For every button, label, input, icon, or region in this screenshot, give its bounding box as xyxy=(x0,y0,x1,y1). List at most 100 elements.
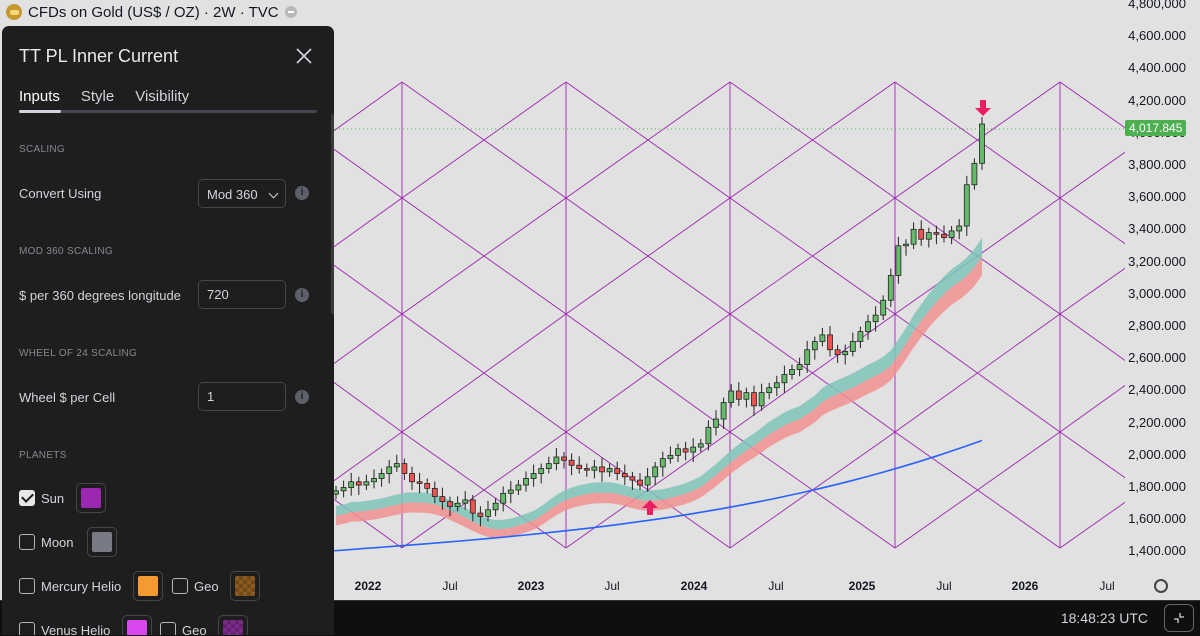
active-tab-indicator xyxy=(19,110,61,113)
candle-body xyxy=(621,473,628,478)
candle-body xyxy=(644,476,651,486)
candle-body xyxy=(963,184,970,227)
price-tick-label: 2,800.000 xyxy=(1128,318,1186,333)
convert-using-select[interactable]: Mod 360 xyxy=(198,179,286,208)
sun-color-swatch[interactable] xyxy=(76,483,106,513)
time-tick-label: Jul xyxy=(604,579,620,593)
candle-body xyxy=(599,466,605,473)
candle-body xyxy=(903,243,909,247)
dialog-scrollbar[interactable] xyxy=(331,114,334,314)
convert-using-label: Convert Using xyxy=(19,186,102,201)
venus-helio-checkbox[interactable] xyxy=(19,622,35,635)
candle-body xyxy=(925,232,932,240)
tab-track xyxy=(19,110,317,113)
wheel-per-cell-input[interactable] xyxy=(198,382,286,411)
price-tick-label: 3,000.000 xyxy=(1128,285,1186,301)
candle-body xyxy=(447,501,453,507)
venus-geo-color-swatch[interactable] xyxy=(218,615,248,635)
fullscreen-toggle-button[interactable] xyxy=(1164,604,1194,632)
gold-symbol-icon xyxy=(6,4,22,20)
ma-band-green xyxy=(336,237,982,530)
price-tick-label: 3,200.000 xyxy=(1128,253,1186,269)
candle-body xyxy=(918,228,925,240)
candle-body xyxy=(530,473,537,479)
candle-body xyxy=(454,502,461,507)
tab-inputs[interactable]: Inputs xyxy=(19,88,60,105)
candle-body xyxy=(713,418,719,428)
moon-checkbox[interactable] xyxy=(19,534,35,550)
candle-body xyxy=(804,349,811,366)
moving-average-band xyxy=(329,237,983,552)
candle-body xyxy=(735,390,742,400)
info-icon[interactable]: i xyxy=(295,288,309,302)
chevron-down-icon xyxy=(268,188,279,199)
mercury-helio-checkbox[interactable] xyxy=(19,578,35,594)
candle-body xyxy=(690,446,697,453)
time-tick-label: 2022 xyxy=(354,579,382,593)
candle-body xyxy=(827,334,833,351)
mercury-geo-checkbox[interactable] xyxy=(172,578,188,594)
candle-body xyxy=(743,392,750,400)
corner-arrow-icon xyxy=(1174,613,1184,623)
chart-settings-gear-icon[interactable] xyxy=(1154,579,1168,593)
candle-body xyxy=(431,487,438,498)
time-tick-label: 2023 xyxy=(517,579,545,593)
tab-style[interactable]: Style xyxy=(80,88,115,105)
price-tick-label: 2,400.000 xyxy=(1128,382,1186,398)
price-tick-label: 4,400.000 xyxy=(1128,60,1186,76)
price-tick-label: 3,800.000 xyxy=(1128,157,1186,172)
collapse-legend-icon[interactable] xyxy=(284,6,297,18)
price-tick-label: 3,400.000 xyxy=(1128,221,1186,237)
candle-body xyxy=(591,466,598,471)
price-tick-label: 3,600.000 xyxy=(1128,189,1186,205)
mercury-geo-color-swatch[interactable] xyxy=(230,571,260,601)
time-tick-label: 2024 xyxy=(680,579,708,593)
candle-body xyxy=(857,331,864,342)
candle-body xyxy=(667,454,674,460)
close-icon[interactable] xyxy=(294,46,314,66)
venus-helio-color-swatch[interactable] xyxy=(122,615,152,635)
section-planets: PLANETS xyxy=(19,450,67,461)
price-tick-label: 2,200.000 xyxy=(1128,414,1186,430)
info-icon[interactable]: i xyxy=(295,390,309,404)
candle-body xyxy=(485,509,491,517)
price-tick-label: 1,400.000 xyxy=(1128,543,1186,559)
last-price-badge: 4,017.845 xyxy=(1125,120,1187,136)
candle-body xyxy=(561,456,567,461)
grid-diagonal-line xyxy=(729,81,896,199)
section-mod360: MOD 360 SCALING xyxy=(19,246,113,257)
sell-signal-down-arrow xyxy=(975,100,991,116)
utc-clock[interactable]: 18:48:23 UTC xyxy=(1060,610,1148,626)
candle-body xyxy=(348,481,355,488)
symbol-title[interactable]: CFDs on Gold (US$ / OZ) · 2W · TVC xyxy=(28,3,279,21)
candle-body xyxy=(378,473,385,479)
dollars-per-360-input[interactable] xyxy=(198,280,286,309)
tab-visibility[interactable]: Visibility xyxy=(135,88,190,105)
candle-body xyxy=(500,492,507,504)
candle-body xyxy=(910,228,917,245)
grid-diagonal-line xyxy=(401,431,567,549)
symbol-header: CFDs on Gold (US$ / OZ) · 2W · TVC xyxy=(0,0,297,24)
grid-diagonal-line xyxy=(729,197,896,315)
candle-body xyxy=(583,468,590,471)
candle-body xyxy=(553,456,560,464)
candle-body xyxy=(439,496,446,502)
candle-body xyxy=(682,448,689,453)
candle-body xyxy=(606,468,613,473)
dialog-title: TT PL Inner Current xyxy=(19,46,179,66)
sun-checkbox[interactable] xyxy=(19,490,35,506)
candle-body xyxy=(614,468,621,474)
candle-body xyxy=(781,374,788,384)
moon-color-swatch[interactable] xyxy=(87,527,117,557)
venus-geo-checkbox[interactable] xyxy=(160,622,176,635)
mercury-helio-color-swatch[interactable] xyxy=(133,571,163,601)
candle-body xyxy=(659,458,666,468)
grid-diagonal-line xyxy=(894,431,1061,549)
grid-diagonal-line xyxy=(894,81,1061,199)
candle-body xyxy=(789,369,795,375)
price-tick-label: 4,600.000 xyxy=(1128,28,1186,44)
price-tick-label: 1,600.000 xyxy=(1128,511,1186,527)
candle-body xyxy=(469,499,476,514)
candle-body xyxy=(333,490,339,495)
info-icon[interactable]: i xyxy=(295,186,309,200)
